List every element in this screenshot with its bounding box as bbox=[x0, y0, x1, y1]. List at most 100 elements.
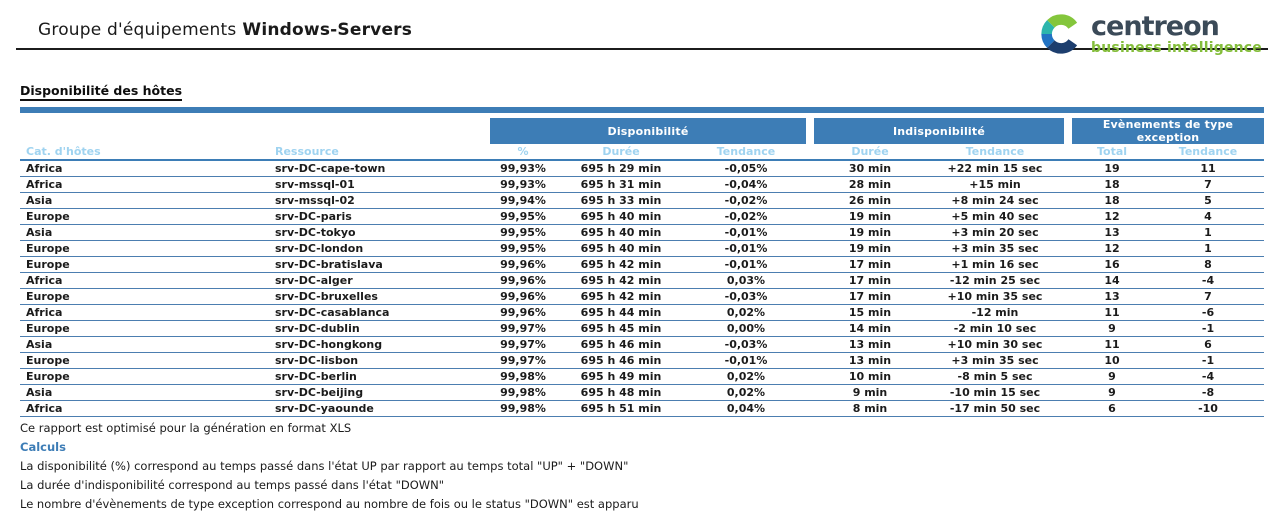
cell-exception-total: 10 bbox=[1072, 352, 1152, 369]
cell-gap bbox=[806, 384, 814, 401]
cell-category: Africa bbox=[20, 304, 255, 321]
cell-exception-trend: -1 bbox=[1152, 352, 1265, 369]
centreon-logo: centreon business intelligence bbox=[1038, 12, 1266, 56]
cell-gap bbox=[806, 160, 814, 177]
cell-availability-trend: 0,02% bbox=[686, 384, 806, 401]
cell-resource: srv-DC-beijing bbox=[255, 384, 490, 401]
section-title: Disponibilité des hôtes bbox=[20, 83, 183, 101]
cell-availability-duration: 695 h 46 min bbox=[556, 352, 686, 369]
cell-resource: srv-DC-lisbon bbox=[255, 352, 490, 369]
table-row: Africa srv-DC-cape-town 99,93% 695 h 29 min… bbox=[20, 160, 1265, 177]
cell-unavailability-trend: +3 min 35 sec bbox=[926, 240, 1064, 257]
cell-exception-trend: 1 bbox=[1152, 240, 1265, 257]
cell-exception-trend: 7 bbox=[1152, 176, 1265, 193]
cell-exception-trend: 7 bbox=[1152, 288, 1265, 305]
cell-gap bbox=[806, 240, 814, 257]
cell-availability-pct: 99,95% bbox=[490, 240, 556, 257]
column-header-availability-pct: % bbox=[490, 144, 556, 161]
cell-availability-duration: 695 h 29 min bbox=[556, 160, 686, 177]
cell-category: Europe bbox=[20, 288, 255, 305]
cell-unavailability-duration: 19 min bbox=[814, 208, 926, 225]
column-header-row: Cat. d'hôtes Ressource % Durée Tendance … bbox=[20, 144, 1265, 161]
cell-resource: srv-DC-yaounde bbox=[255, 400, 490, 417]
cell-gap bbox=[806, 224, 814, 241]
cell-gap bbox=[1064, 240, 1072, 257]
cell-availability-trend: -0,01% bbox=[686, 352, 806, 369]
table-row: Europe srv-DC-paris 99,95% 695 h 40 min -0,0… bbox=[20, 208, 1265, 225]
cell-category: Europe bbox=[20, 352, 255, 369]
cell-unavailability-duration: 19 min bbox=[814, 240, 926, 257]
cell-unavailability-duration: 17 min bbox=[814, 272, 926, 289]
availability-section: Disponibilité des hôtes Disponibilité In… bbox=[20, 80, 1265, 417]
cell-unavailability-trend: +15 min bbox=[926, 176, 1064, 193]
cell-gap bbox=[806, 256, 814, 273]
centreon-logo-icon bbox=[1038, 12, 1084, 56]
cell-availability-trend: -0,01% bbox=[686, 240, 806, 257]
table-row: Europe srv-DC-dublin 99,97% 695 h 45 min 0,0… bbox=[20, 320, 1265, 337]
cell-exception-total: 14 bbox=[1072, 272, 1152, 289]
cell-availability-duration: 695 h 31 min bbox=[556, 176, 686, 193]
cell-availability-trend: 0,02% bbox=[686, 304, 806, 321]
cell-availability-trend: 0,04% bbox=[686, 400, 806, 417]
cell-resource: srv-DC-paris bbox=[255, 208, 490, 225]
group-header-gap bbox=[1064, 118, 1072, 144]
cell-availability-duration: 695 h 45 min bbox=[556, 320, 686, 337]
cell-availability-trend: -0,04% bbox=[686, 176, 806, 193]
cell-availability-duration: 695 h 40 min bbox=[556, 224, 686, 241]
cell-exception-total: 9 bbox=[1072, 384, 1152, 401]
cell-resource: srv-DC-hongkong bbox=[255, 336, 490, 353]
cell-availability-duration: 695 h 42 min bbox=[556, 256, 686, 273]
cell-availability-pct: 99,96% bbox=[490, 304, 556, 321]
cell-exception-trend: 6 bbox=[1152, 336, 1265, 353]
cell-availability-pct: 99,93% bbox=[490, 176, 556, 193]
cell-gap bbox=[1064, 320, 1072, 337]
logo-brand-name: centreon bbox=[1091, 11, 1220, 42]
cell-availability-duration: 695 h 49 min bbox=[556, 368, 686, 385]
cell-unavailability-duration: 28 min bbox=[814, 176, 926, 193]
cell-exception-trend: 11 bbox=[1152, 160, 1265, 177]
cell-gap bbox=[1064, 224, 1072, 241]
cell-category: Europe bbox=[20, 368, 255, 385]
cell-exception-total: 9 bbox=[1072, 368, 1152, 385]
cell-exception-trend: 4 bbox=[1152, 208, 1265, 225]
header-divider bbox=[16, 48, 1268, 50]
cell-category: Europe bbox=[20, 240, 255, 257]
table-row: Europe srv-DC-bruxelles 99,96% 695 h 42 min… bbox=[20, 288, 1265, 305]
cell-unavailability-trend: +22 min 15 sec bbox=[926, 160, 1064, 177]
cell-unavailability-duration: 19 min bbox=[814, 224, 926, 241]
cell-unavailability-trend: +3 min 20 sec bbox=[926, 224, 1064, 241]
cell-availability-pct: 99,96% bbox=[490, 256, 556, 273]
cell-unavailability-duration: 17 min bbox=[814, 256, 926, 273]
cell-gap bbox=[1064, 336, 1072, 353]
column-header-exception-trend: Tendance bbox=[1152, 144, 1265, 161]
cell-unavailability-duration: 8 min bbox=[814, 400, 926, 417]
cell-gap bbox=[806, 336, 814, 353]
cell-resource: srv-DC-bratislava bbox=[255, 256, 490, 273]
cell-availability-duration: 695 h 40 min bbox=[556, 240, 686, 257]
cell-category: Africa bbox=[20, 272, 255, 289]
report-footer: Ce rapport est optimisé pour la générati… bbox=[20, 421, 1264, 511]
group-header-unavailability: Indisponibilité bbox=[814, 118, 1064, 144]
page-title-prefix: Groupe d'équipements bbox=[38, 20, 237, 40]
column-header-gap bbox=[806, 144, 814, 161]
cell-gap bbox=[806, 400, 814, 417]
cell-availability-pct: 99,95% bbox=[490, 224, 556, 241]
cell-availability-pct: 99,93% bbox=[490, 160, 556, 177]
cell-exception-trend: -10 bbox=[1152, 400, 1265, 417]
cell-availability-duration: 695 h 42 min bbox=[556, 272, 686, 289]
cell-availability-trend: -0,02% bbox=[686, 192, 806, 209]
cell-gap bbox=[1064, 304, 1072, 321]
cell-availability-pct: 99,98% bbox=[490, 384, 556, 401]
cell-resource: srv-DC-tokyo bbox=[255, 224, 490, 241]
cell-unavailability-trend: -17 min 50 sec bbox=[926, 400, 1064, 417]
cell-availability-trend: -0,01% bbox=[686, 224, 806, 241]
cell-availability-duration: 695 h 33 min bbox=[556, 192, 686, 209]
cell-gap bbox=[806, 320, 814, 337]
cell-unavailability-trend: -12 min bbox=[926, 304, 1064, 321]
cell-category: Africa bbox=[20, 176, 255, 193]
cell-gap bbox=[806, 272, 814, 289]
cell-resource: srv-mssql-01 bbox=[255, 176, 490, 193]
cell-exception-total: 16 bbox=[1072, 256, 1152, 273]
cell-unavailability-duration: 26 min bbox=[814, 192, 926, 209]
cell-unavailability-duration: 30 min bbox=[814, 160, 926, 177]
